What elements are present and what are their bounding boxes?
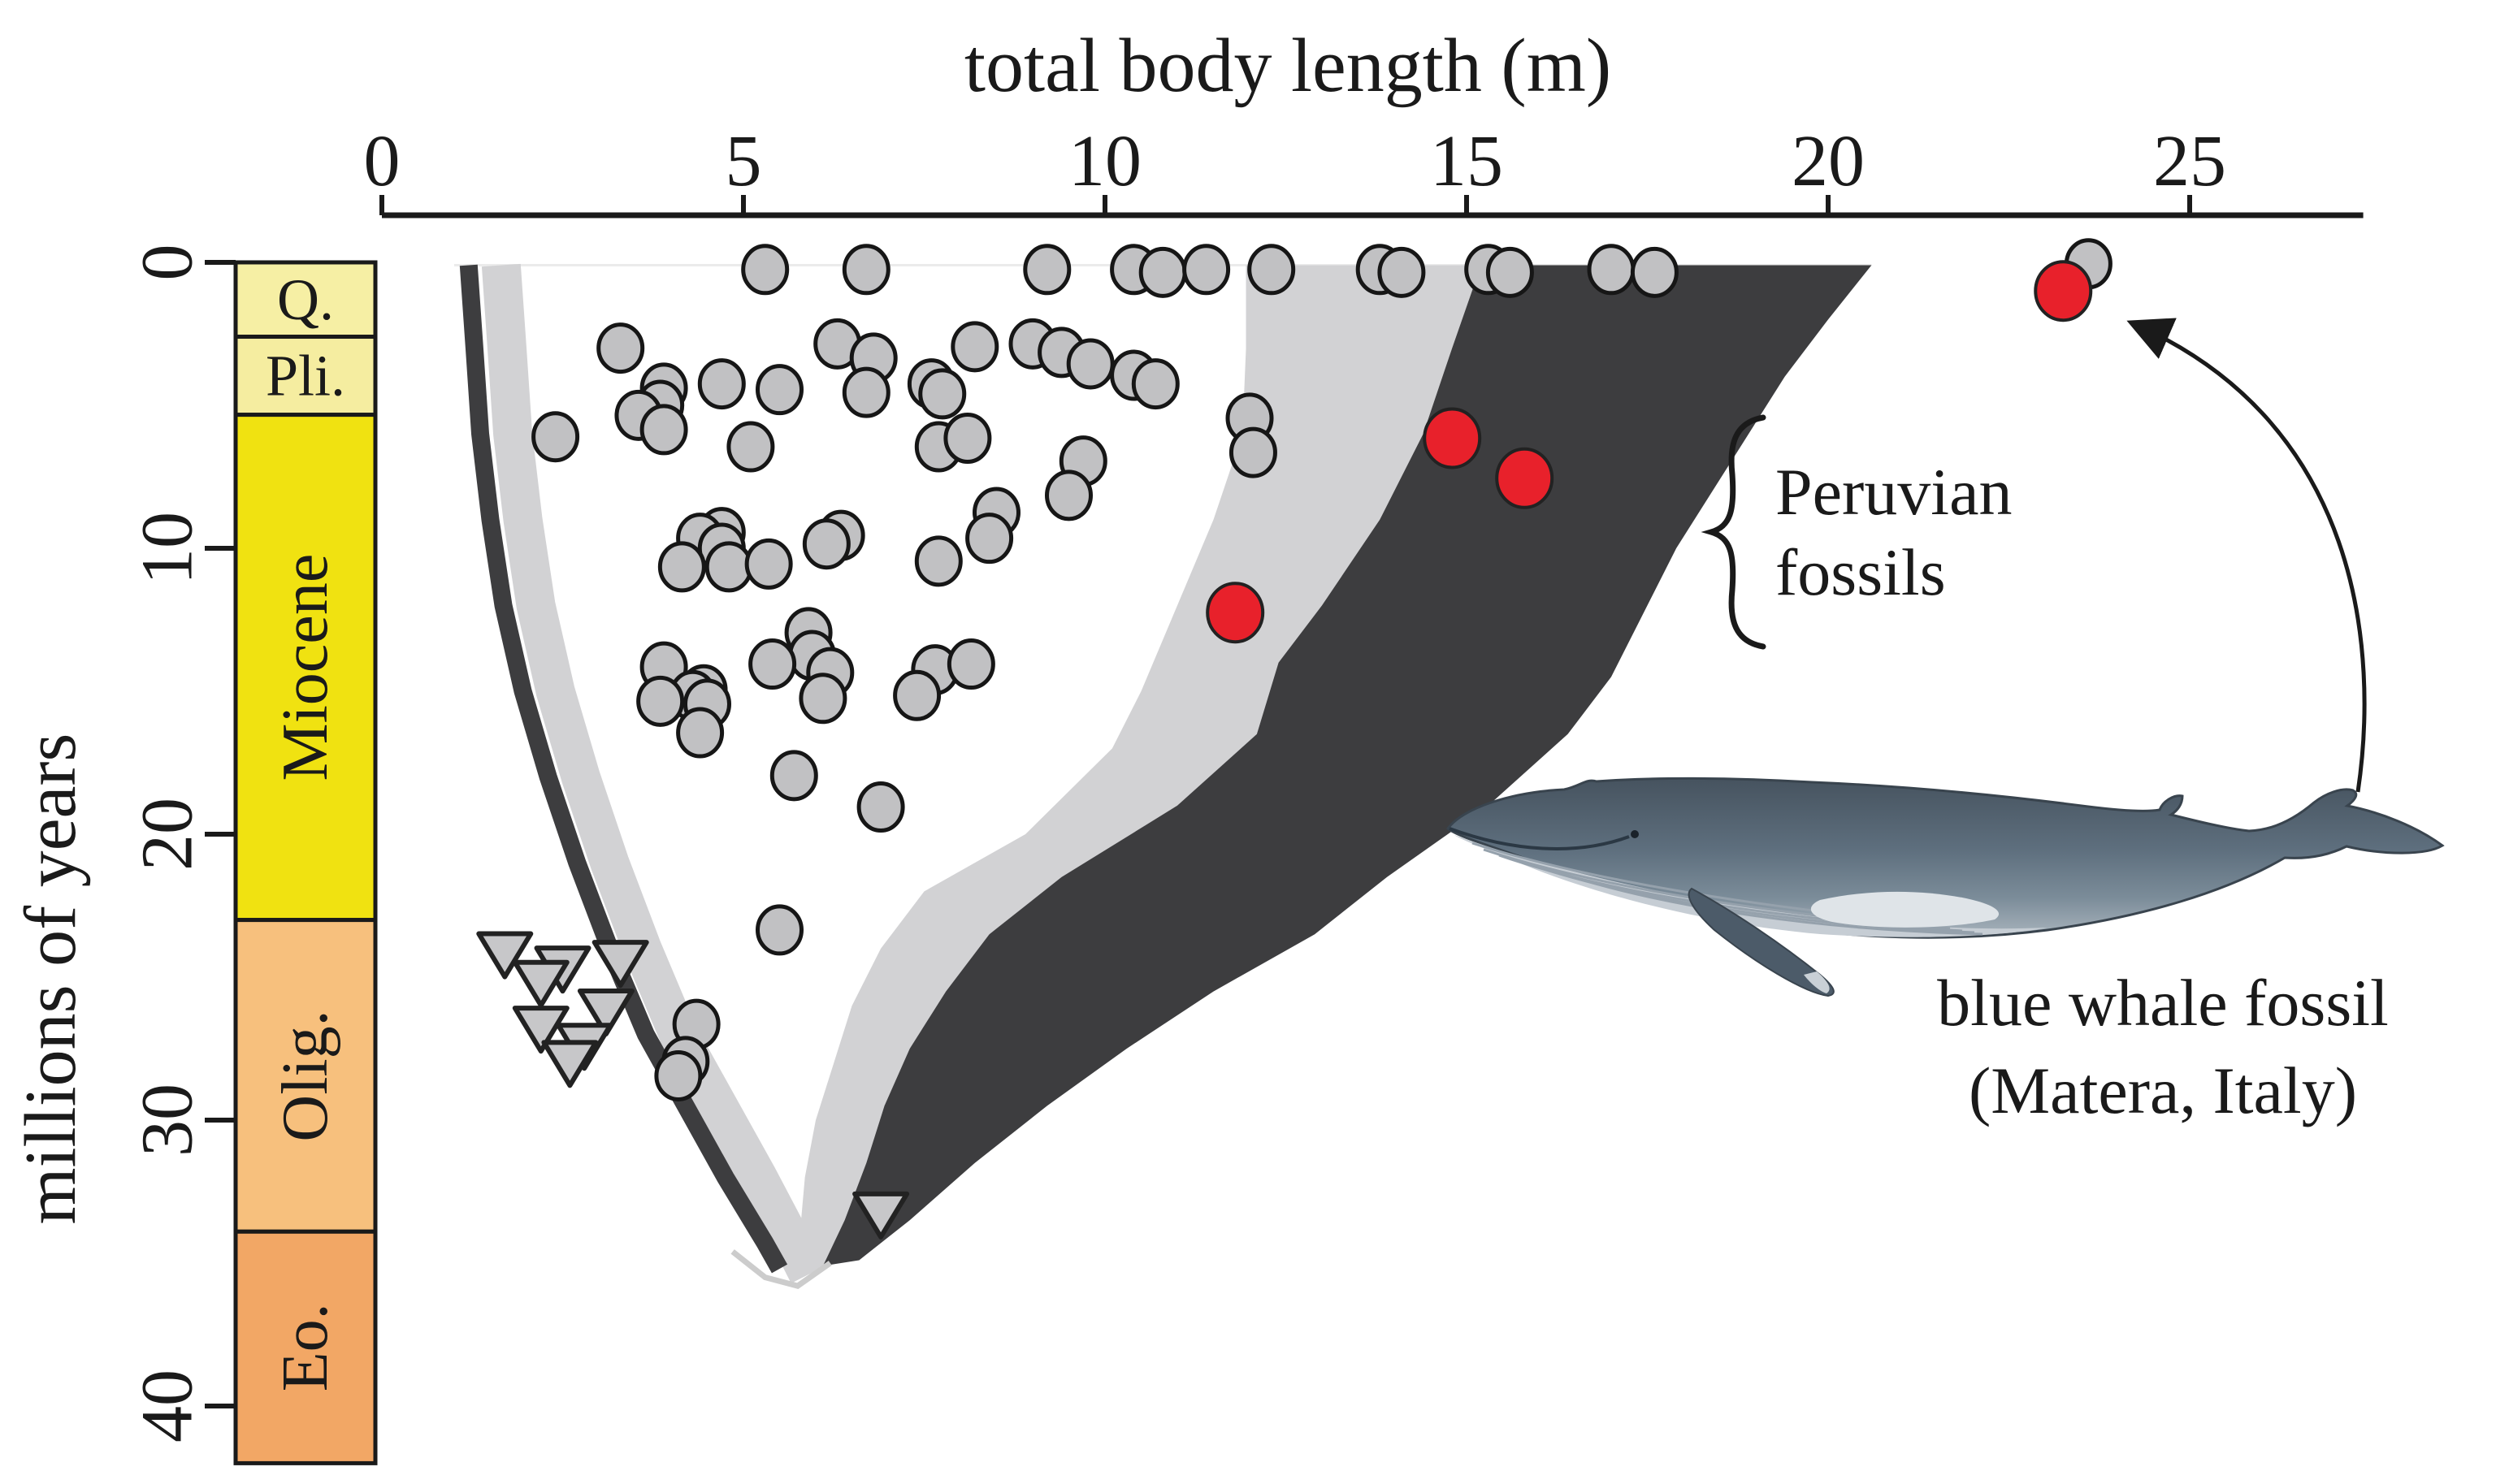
envelope-bottom-connector bbox=[730, 1249, 832, 1289]
left-envelope-light-band bbox=[481, 263, 826, 1283]
right-envelope-light-wedge bbox=[800, 265, 1481, 1266]
toothed-whale-point bbox=[541, 1040, 599, 1088]
toothed-whale-point bbox=[512, 1006, 570, 1054]
gray-fossil-point bbox=[697, 358, 746, 410]
peruvian-label-line2: fossils bbox=[1775, 535, 1946, 609]
gray-fossil-point bbox=[676, 707, 725, 759]
epoch-label: Pli. bbox=[266, 344, 345, 409]
whale-caption-line2: (Matera, Italy) bbox=[1969, 1054, 2357, 1127]
envelope-regions bbox=[454, 263, 1872, 1289]
gray-fossil-point bbox=[842, 366, 890, 418]
gray-fossil-point bbox=[726, 421, 775, 473]
gray-fossil-point bbox=[1045, 469, 1093, 521]
gray-fossil-point bbox=[799, 673, 847, 725]
y-tick-label: 40 bbox=[128, 1369, 208, 1443]
curly-brace bbox=[1701, 414, 1766, 650]
gray-fossil-point bbox=[744, 538, 793, 590]
red-fossil-point bbox=[2034, 260, 2093, 322]
gray-fossil-point bbox=[636, 675, 685, 727]
toothed-whale-point bbox=[577, 988, 635, 1036]
gray-fossil-point bbox=[596, 322, 645, 374]
gray-fossil-point bbox=[943, 412, 992, 464]
x-tick-label: 0 bbox=[364, 121, 401, 201]
whale-white-patch bbox=[1810, 891, 2000, 928]
gray-fossil-point bbox=[531, 411, 580, 463]
gray-fossil-point bbox=[704, 541, 753, 593]
gray-fossil-point bbox=[1630, 246, 1679, 298]
epoch-band-eo bbox=[233, 1229, 378, 1465]
gray-fossil-point bbox=[842, 244, 890, 296]
gray-fossil-point bbox=[1023, 244, 1072, 296]
red-fossil-point bbox=[1423, 407, 1482, 469]
gray-fossil-point bbox=[1247, 244, 1296, 296]
epoch-label: Olig. bbox=[270, 1010, 341, 1141]
x-tick-label: 20 bbox=[1792, 121, 1865, 201]
gray-fossil-point bbox=[654, 1049, 703, 1101]
axes: 0 5 10 15 20 25 0 10 20 30 40 Q. Pli. Miocene Olig. Eo. bbox=[128, 121, 2364, 1465]
gray-fossil-point bbox=[965, 513, 1014, 565]
x-tick-label: 5 bbox=[726, 121, 762, 201]
x-tick-label: 10 bbox=[1068, 121, 1142, 201]
whale-mouth-line bbox=[1449, 827, 1630, 850]
epoch-label: Miocene bbox=[270, 554, 341, 781]
gray-fossil-point bbox=[802, 518, 851, 570]
gray-fossil-point bbox=[951, 321, 999, 373]
gray-fossil-point bbox=[914, 535, 963, 587]
y-tick-label: 20 bbox=[128, 798, 208, 871]
right-envelope-dark-wedge bbox=[822, 265, 1872, 1266]
epoch-label: Q. bbox=[277, 267, 334, 332]
gray-fossil-point bbox=[1485, 246, 1534, 298]
data-points bbox=[476, 238, 2112, 1240]
toothed-whale-point bbox=[512, 959, 570, 1008]
epoch-band-q bbox=[233, 260, 378, 340]
gray-fossil-point bbox=[1131, 358, 1180, 410]
gray-fossil-point bbox=[1377, 246, 1426, 298]
gray-fossil-point bbox=[756, 904, 804, 956]
gray-fossil-point bbox=[741, 244, 790, 296]
blue-whale-illustration bbox=[1445, 777, 2445, 997]
gray-fossil-point bbox=[657, 541, 706, 593]
whale-pectoral-fin bbox=[1688, 887, 1835, 997]
gray-fossil-point bbox=[918, 368, 967, 420]
x-tick-label: 15 bbox=[1430, 121, 1503, 201]
whale-belly-pleats bbox=[1454, 835, 2048, 937]
y-tick-label: 0 bbox=[128, 244, 208, 281]
peruvian-fossils-annotation: Peruvian fossils bbox=[1701, 414, 2012, 650]
epoch-label: Eo. bbox=[270, 1303, 341, 1391]
x-axis-title: total body length (m) bbox=[964, 24, 1611, 108]
gray-fossil-point bbox=[1228, 426, 1277, 478]
left-envelope-dark-line bbox=[459, 264, 788, 1274]
whale-caption-line1: blue whale fossil bbox=[1937, 966, 2389, 1040]
gray-fossil-point bbox=[639, 404, 688, 456]
y-tick-label: 10 bbox=[128, 512, 208, 585]
whale-eye bbox=[1631, 830, 1639, 838]
red-fossil-point bbox=[1206, 582, 1265, 644]
gray-fossil-point bbox=[947, 638, 995, 690]
y-axis-title: millions of years bbox=[11, 733, 91, 1225]
peruvian-label-line1: Peruvian bbox=[1775, 455, 2012, 529]
whale-fin-tip-highlight bbox=[1804, 971, 1830, 993]
toothed-whale-point bbox=[852, 1191, 910, 1240]
gray-fossil-point bbox=[1182, 244, 1231, 296]
gray-fossil-point bbox=[1138, 246, 1187, 298]
y-tick-label: 30 bbox=[128, 1084, 208, 1157]
gray-fossil-point bbox=[856, 781, 905, 833]
toothed-whale-point bbox=[592, 940, 649, 989]
gray-fossil-point bbox=[748, 638, 797, 690]
epoch-band-miocene bbox=[233, 413, 378, 923]
x-tick-label: 25 bbox=[2153, 121, 2226, 201]
gray-fossil-point bbox=[893, 669, 942, 721]
gray-fossil-point bbox=[769, 750, 818, 802]
toothed-whale-point bbox=[476, 931, 534, 980]
gray-fossil-point bbox=[1587, 244, 1636, 296]
arrow-to-red-point bbox=[2126, 318, 2367, 793]
gray-fossil-point bbox=[1066, 338, 1115, 390]
gray-fossil-point bbox=[756, 364, 804, 416]
red-fossil-point bbox=[1495, 447, 1554, 509]
epoch-band-pli bbox=[233, 335, 378, 418]
